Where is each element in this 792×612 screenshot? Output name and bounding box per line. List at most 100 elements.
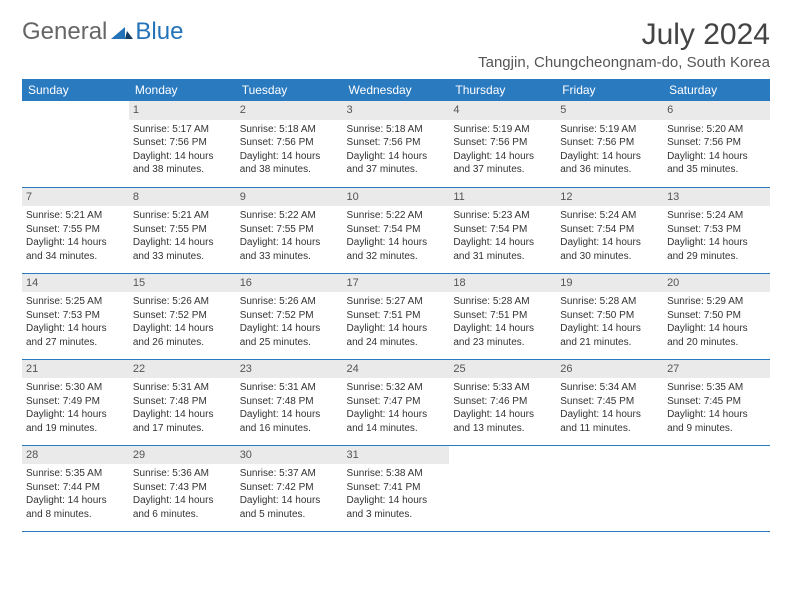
sunset-text: Sunset: 7:41 PM <box>347 481 446 495</box>
weekday-header: Tuesday <box>236 79 343 101</box>
calendar-cell: 4Sunrise: 5:19 AMSunset: 7:56 PMDaylight… <box>449 101 556 187</box>
weekday-header: Friday <box>556 79 663 101</box>
calendar-cell: 5Sunrise: 5:19 AMSunset: 7:56 PMDaylight… <box>556 101 663 187</box>
sunrise-text: Sunrise: 5:20 AM <box>667 123 766 137</box>
daylight-text: and 14 minutes. <box>347 422 446 436</box>
sunrise-text: Sunrise: 5:28 AM <box>560 295 659 309</box>
weekday-header: Sunday <box>22 79 129 101</box>
calendar-cell: 13Sunrise: 5:24 AMSunset: 7:53 PMDayligh… <box>663 187 770 273</box>
day-number: 19 <box>556 274 663 293</box>
sunset-text: Sunset: 7:45 PM <box>560 395 659 409</box>
daylight-text: and 20 minutes. <box>667 336 766 350</box>
sunset-text: Sunset: 7:54 PM <box>560 223 659 237</box>
daylight-text: Daylight: 14 hours <box>667 236 766 250</box>
sunset-text: Sunset: 7:56 PM <box>240 136 339 150</box>
sunrise-text: Sunrise: 5:22 AM <box>240 209 339 223</box>
sunrise-text: Sunrise: 5:27 AM <box>347 295 446 309</box>
calendar-cell <box>449 445 556 531</box>
logo-mark-icon <box>111 18 133 46</box>
header: General Blue July 2024 Tangjin, Chungche… <box>22 18 770 71</box>
calendar-cell: 2Sunrise: 5:18 AMSunset: 7:56 PMDaylight… <box>236 101 343 187</box>
daylight-text: Daylight: 14 hours <box>667 408 766 422</box>
day-number: 30 <box>236 446 343 465</box>
calendar-cell: 25Sunrise: 5:33 AMSunset: 7:46 PMDayligh… <box>449 359 556 445</box>
sunset-text: Sunset: 7:48 PM <box>240 395 339 409</box>
calendar-cell: 26Sunrise: 5:34 AMSunset: 7:45 PMDayligh… <box>556 359 663 445</box>
daylight-text: Daylight: 14 hours <box>453 322 552 336</box>
daylight-text: and 30 minutes. <box>560 250 659 264</box>
daylight-text: and 8 minutes. <box>26 508 125 522</box>
day-number: 21 <box>22 360 129 379</box>
daylight-text: Daylight: 14 hours <box>453 236 552 250</box>
sunset-text: Sunset: 7:56 PM <box>133 136 232 150</box>
calendar-cell: 12Sunrise: 5:24 AMSunset: 7:54 PMDayligh… <box>556 187 663 273</box>
day-number: 31 <box>343 446 450 465</box>
day-number: 27 <box>663 360 770 379</box>
daylight-text: and 36 minutes. <box>560 163 659 177</box>
calendar-row: 1Sunrise: 5:17 AMSunset: 7:56 PMDaylight… <box>22 101 770 187</box>
calendar-cell <box>22 101 129 187</box>
sunrise-text: Sunrise: 5:18 AM <box>347 123 446 137</box>
sunset-text: Sunset: 7:52 PM <box>133 309 232 323</box>
daylight-text: Daylight: 14 hours <box>240 494 339 508</box>
day-number: 10 <box>343 188 450 207</box>
daylight-text: and 34 minutes. <box>26 250 125 264</box>
daylight-text: Daylight: 14 hours <box>347 322 446 336</box>
day-number: 6 <box>663 101 770 120</box>
calendar-cell: 30 Sunrise: 5:37 AMSunset: 7:42 PMDayligh… <box>236 445 343 531</box>
calendar-cell: 17Sunrise: 5:27 AMSunset: 7:51 PMDayligh… <box>343 273 450 359</box>
day-number: 1 <box>129 101 236 120</box>
day-number: 24 <box>343 360 450 379</box>
weekday-header: Monday <box>129 79 236 101</box>
calendar-cell: 22Sunrise: 5:31 AMSunset: 7:48 PMDayligh… <box>129 359 236 445</box>
daylight-text: Daylight: 14 hours <box>133 150 232 164</box>
day-number: 29 <box>129 446 236 465</box>
daylight-text: Daylight: 14 hours <box>26 494 125 508</box>
daylight-text: Daylight: 14 hours <box>347 236 446 250</box>
sunrise-text: Sunrise: 5:31 AM <box>133 381 232 395</box>
daylight-text: and 24 minutes. <box>347 336 446 350</box>
day-number: 4 <box>449 101 556 120</box>
day-number: 26 <box>556 360 663 379</box>
calendar-row: 14Sunrise: 5:25 AMSunset: 7:53 PMDayligh… <box>22 273 770 359</box>
calendar-cell: 19Sunrise: 5:28 AMSunset: 7:50 PMDayligh… <box>556 273 663 359</box>
day-number: 11 <box>449 188 556 207</box>
calendar-cell <box>663 445 770 531</box>
sunrise-text: Sunrise: 5:24 AM <box>667 209 766 223</box>
daylight-text: and 33 minutes. <box>240 250 339 264</box>
sunrise-text: Sunrise: 5:26 AM <box>133 295 232 309</box>
day-number: 15 <box>129 274 236 293</box>
day-number: 13 <box>663 188 770 207</box>
calendar-cell: 24Sunrise: 5:32 AMSunset: 7:47 PMDayligh… <box>343 359 450 445</box>
calendar-cell: 6Sunrise: 5:20 AMSunset: 7:56 PMDaylight… <box>663 101 770 187</box>
sunrise-text: Sunrise: 5:34 AM <box>560 381 659 395</box>
calendar-cell: 28Sunrise: 5:35 AMSunset: 7:44 PMDayligh… <box>22 445 129 531</box>
sunset-text: Sunset: 7:43 PM <box>133 481 232 495</box>
day-number: 22 <box>129 360 236 379</box>
daylight-text: and 19 minutes. <box>26 422 125 436</box>
daylight-text: and 27 minutes. <box>26 336 125 350</box>
day-number <box>556 446 663 465</box>
daylight-text: Daylight: 14 hours <box>560 236 659 250</box>
weekday-header: Saturday <box>663 79 770 101</box>
calendar-cell: 9Sunrise: 5:22 AMSunset: 7:55 PMDaylight… <box>236 187 343 273</box>
daylight-text: Daylight: 14 hours <box>347 408 446 422</box>
day-number: 7 <box>22 188 129 207</box>
day-number: 2 <box>236 101 343 120</box>
weekday-header: Wednesday <box>343 79 450 101</box>
calendar-cell: 18Sunrise: 5:28 AMSunset: 7:51 PMDayligh… <box>449 273 556 359</box>
daylight-text: Daylight: 14 hours <box>347 494 446 508</box>
daylight-text: and 13 minutes. <box>453 422 552 436</box>
daylight-text: Daylight: 14 hours <box>453 150 552 164</box>
daylight-text: Daylight: 14 hours <box>347 150 446 164</box>
sunset-text: Sunset: 7:56 PM <box>347 136 446 150</box>
sunrise-text: Sunrise: 5:37 AM <box>240 467 339 481</box>
sunset-text: Sunset: 7:42 PM <box>240 481 339 495</box>
daylight-text: and 6 minutes. <box>133 508 232 522</box>
calendar-cell: 15Sunrise: 5:26 AMSunset: 7:52 PMDayligh… <box>129 273 236 359</box>
calendar-row: 21Sunrise: 5:30 AMSunset: 7:49 PMDayligh… <box>22 359 770 445</box>
calendar-cell: 31Sunrise: 5:38 AMSunset: 7:41 PMDayligh… <box>343 445 450 531</box>
title-block: July 2024 Tangjin, Chungcheongnam-do, So… <box>478 18 770 71</box>
daylight-text: and 32 minutes. <box>347 250 446 264</box>
calendar-cell: 11Sunrise: 5:23 AMSunset: 7:54 PMDayligh… <box>449 187 556 273</box>
